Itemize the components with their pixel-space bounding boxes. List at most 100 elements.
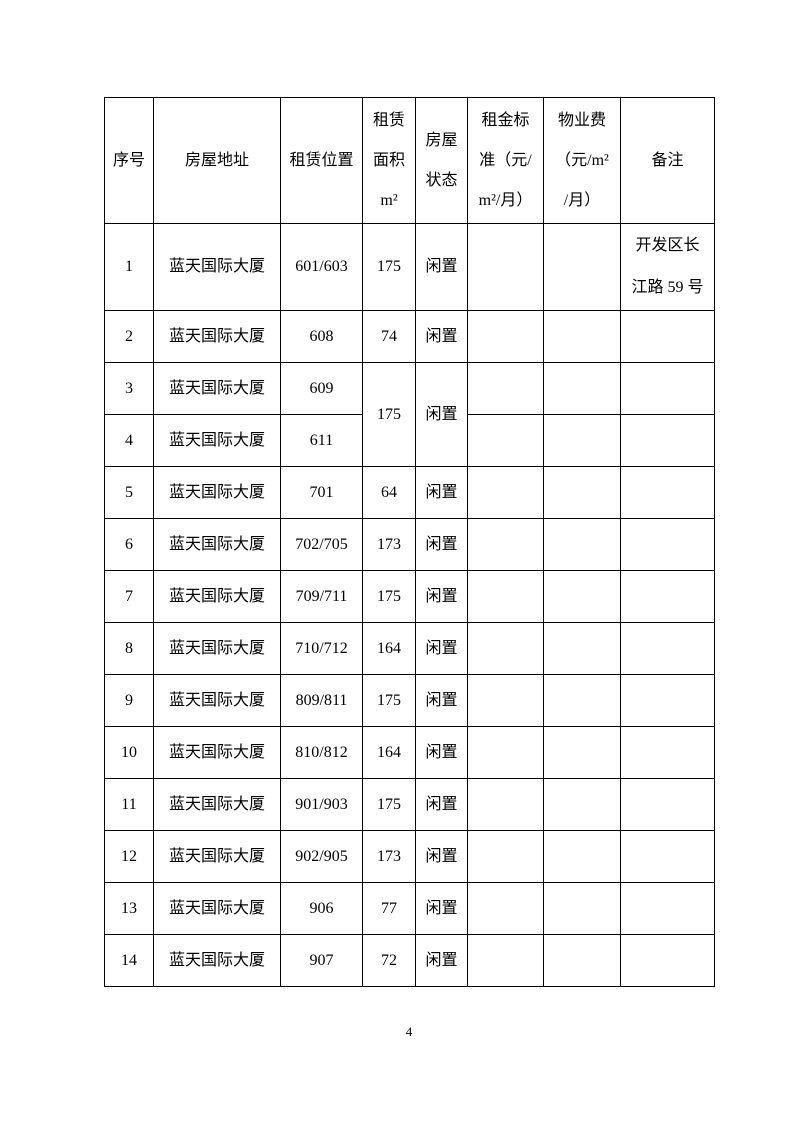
cell-index: 1 [104,223,154,311]
col-header-area: 租赁 面积 m² [362,97,416,224]
table-row: 10 蓝天国际大厦 810/812 164 闲置 [104,726,715,779]
cell-rent [467,414,544,467]
cell-location: 709/711 [280,570,363,623]
cell-rent [467,882,544,935]
cell-location: 906 [280,882,363,935]
cell-location: 601/603 [280,223,363,311]
cell-rent [467,674,544,727]
cell-area: 64 [362,466,416,519]
cell-remark [620,778,715,831]
cell-location: 902/905 [280,830,363,883]
cell-area: 173 [362,830,416,883]
cell-location: 701 [280,466,363,519]
table-row: 14 蓝天国际大厦 907 72 闲置 [104,934,715,987]
cell-rent [467,622,544,675]
cell-address: 蓝天国际大厦 [153,622,281,675]
cell-address: 蓝天国际大厦 [153,830,281,883]
col-header-fee: 物业费 （元/m² /月） [543,97,621,224]
cell-fee [543,310,621,363]
cell-index: 9 [104,674,154,727]
cell-area: 175 [362,362,416,467]
col-header-remark: 备注 [620,97,715,224]
cell-address: 蓝天国际大厦 [153,726,281,779]
cell-fee [543,726,621,779]
page-number: 4 [405,1024,413,1039]
cell-remark [620,466,715,519]
cell-fee [543,934,621,987]
table-header: 序号 房屋地址 租赁位置 租赁 面积 m² 房屋 状态 租金标 准（元/ m²/… [104,97,715,224]
table-body: 1 蓝天国际大厦 601/603 175 闲置 开发区长 江路 59 号 2 蓝天国际大厦 60… [104,223,715,987]
cell-status: 闲置 [415,466,468,519]
cell-remark [620,362,715,415]
cell-address: 蓝天国际大厦 [153,518,281,571]
cell-status: 闲置 [415,778,468,831]
table-row: 13 蓝天国际大厦 906 77 闲置 [104,882,715,935]
cell-address: 蓝天国际大厦 [153,778,281,831]
cell-address: 蓝天国际大厦 [153,223,281,311]
cell-remark [620,414,715,467]
cell-status: 闲置 [415,310,468,363]
cell-status: 闲置 [415,622,468,675]
cell-index: 4 [104,414,154,467]
cell-fee [543,518,621,571]
cell-status: 闲置 [415,362,468,467]
cell-area: 74 [362,310,416,363]
cell-remark [620,310,715,363]
cell-index: 8 [104,622,154,675]
cell-location: 809/811 [280,674,363,727]
cell-fee [543,570,621,623]
cell-remark [620,726,715,779]
cell-area: 173 [362,518,416,571]
cell-index: 6 [104,518,154,571]
cell-status: 闲置 [415,223,468,311]
table-row: 9 蓝天国际大厦 809/811 175 闲置 [104,674,715,727]
cell-area: 77 [362,882,416,935]
cell-address: 蓝天国际大厦 [153,570,281,623]
cell-rent [467,362,544,415]
cell-rent [467,310,544,363]
cell-status: 闲置 [415,518,468,571]
cell-index: 11 [104,778,154,831]
cell-status: 闲置 [415,830,468,883]
cell-remark [620,882,715,935]
cell-fee [543,414,621,467]
cell-rent [467,830,544,883]
cell-index: 3 [104,362,154,415]
cell-status: 闲置 [415,674,468,727]
cell-fee [543,882,621,935]
cell-status: 闲置 [415,726,468,779]
cell-fee [543,830,621,883]
cell-location: 608 [280,310,363,363]
table-row: 3 蓝天国际大厦 609 175 闲置 [104,362,715,467]
cell-remark [620,622,715,675]
cell-area: 175 [362,570,416,623]
cell-fee [543,622,621,675]
cell-address: 蓝天国际大厦 [153,674,281,727]
cell-address: 蓝天国际大厦 [153,882,281,935]
cell-address: 蓝天国际大厦 [153,310,281,363]
cell-index: 13 [104,882,154,935]
col-header-address: 房屋地址 [153,97,281,224]
cell-fee [543,223,621,311]
cell-status: 闲置 [415,882,468,935]
col-header-index: 序号 [104,97,154,224]
cell-address: 蓝天国际大厦 [153,362,281,415]
cell-index: 12 [104,830,154,883]
cell-location: 901/903 [280,778,363,831]
table-row: 11 蓝天国际大厦 901/903 175 闲置 [104,778,715,831]
cell-location: 710/712 [280,622,363,675]
cell-location: 702/705 [280,518,363,571]
cell-address: 蓝天国际大厦 [153,414,281,467]
table-row: 5 蓝天国际大厦 701 64 闲置 [104,466,715,519]
cell-index: 14 [104,934,154,987]
cell-rent [467,466,544,519]
cell-location: 609 [280,362,363,415]
header-row: 序号 房屋地址 租赁位置 租赁 面积 m² 房屋 状态 租金标 准（元/ m²/… [104,97,715,224]
table-row: 7 蓝天国际大厦 709/711 175 闲置 [104,570,715,623]
cell-area: 175 [362,223,416,311]
cell-index: 7 [104,570,154,623]
table-row: 8 蓝天国际大厦 710/712 164 闲置 [104,622,715,675]
rental-vacancy-table: 序号 房屋地址 租赁位置 租赁 面积 m² 房屋 状态 租金标 准（元/ m²/… [104,97,715,987]
cell-rent [467,934,544,987]
cell-address: 蓝天国际大厦 [153,934,281,987]
